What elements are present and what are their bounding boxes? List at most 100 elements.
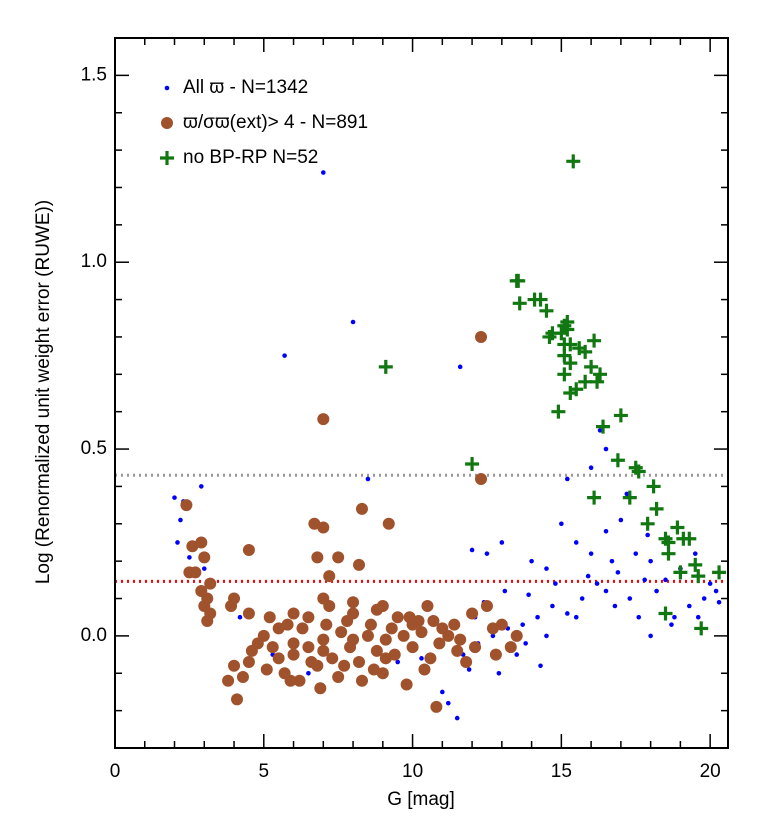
point xyxy=(484,551,490,556)
point xyxy=(594,581,600,586)
point xyxy=(201,566,207,571)
point xyxy=(284,674,297,687)
point xyxy=(451,644,464,657)
point xyxy=(661,535,676,550)
point xyxy=(640,516,655,531)
point xyxy=(364,618,377,631)
point xyxy=(448,618,461,631)
point xyxy=(694,621,709,636)
point xyxy=(480,600,493,612)
point xyxy=(353,656,366,669)
point xyxy=(520,622,525,627)
point xyxy=(593,367,608,382)
point xyxy=(707,581,713,586)
point xyxy=(511,273,526,288)
point xyxy=(504,641,517,654)
point xyxy=(597,428,603,433)
y-tick-label: 0.0 xyxy=(81,625,107,646)
point xyxy=(433,637,446,650)
point xyxy=(672,614,677,620)
point xyxy=(287,637,300,650)
point xyxy=(260,663,273,676)
point xyxy=(691,569,706,584)
point xyxy=(355,502,368,515)
point xyxy=(457,364,463,370)
point xyxy=(526,592,531,598)
point xyxy=(282,353,287,358)
point xyxy=(688,557,703,572)
point xyxy=(588,551,594,556)
x-tick-label: 5 xyxy=(258,761,269,782)
point xyxy=(535,614,540,620)
y-tick-label: 0.5 xyxy=(81,438,107,459)
point xyxy=(587,333,602,348)
point xyxy=(603,528,609,534)
point xyxy=(489,648,502,661)
point xyxy=(391,611,404,624)
point xyxy=(603,588,609,594)
point xyxy=(385,622,398,635)
point xyxy=(287,607,300,620)
point xyxy=(323,570,336,583)
point xyxy=(615,570,621,575)
point xyxy=(198,484,204,489)
point xyxy=(314,682,327,695)
point xyxy=(649,501,664,516)
point xyxy=(529,558,534,564)
point xyxy=(332,551,345,564)
point xyxy=(427,614,440,627)
point xyxy=(204,577,217,590)
point xyxy=(573,540,579,545)
x-tick-label: 0 xyxy=(110,761,121,782)
point xyxy=(272,622,285,635)
point xyxy=(648,633,653,639)
point xyxy=(573,614,579,620)
point xyxy=(538,663,543,669)
point xyxy=(475,330,488,343)
point xyxy=(658,606,673,621)
point xyxy=(469,641,482,654)
point xyxy=(440,689,445,695)
point xyxy=(236,671,249,683)
legend-label: no BP-RP N=52 xyxy=(183,147,318,168)
point xyxy=(178,517,183,523)
point xyxy=(551,404,566,419)
point xyxy=(175,540,180,545)
point xyxy=(692,551,698,556)
point xyxy=(466,667,472,672)
x-tick-label: 15 xyxy=(551,761,572,782)
point xyxy=(475,472,488,485)
point xyxy=(712,565,727,580)
point xyxy=(642,577,647,583)
point xyxy=(499,540,505,545)
point xyxy=(338,659,351,672)
point xyxy=(533,292,548,307)
point xyxy=(610,453,625,468)
point xyxy=(603,446,609,452)
point xyxy=(442,629,455,642)
point xyxy=(257,629,270,642)
point xyxy=(613,408,628,423)
point xyxy=(382,517,395,530)
point xyxy=(648,558,653,564)
legend-label: ϖ/σϖ(ext)> 4 - N=891 xyxy=(183,112,368,133)
legend-marker xyxy=(161,117,173,129)
point xyxy=(347,596,360,609)
point xyxy=(180,499,193,512)
point xyxy=(395,659,400,665)
point xyxy=(424,652,437,665)
point xyxy=(673,565,688,580)
point xyxy=(565,611,570,616)
point xyxy=(266,641,279,654)
point xyxy=(347,633,360,646)
point xyxy=(302,641,315,654)
point xyxy=(654,588,659,594)
y-axis-label: Log (Renormalized unit weight error (RUW… xyxy=(33,200,54,584)
point xyxy=(445,700,451,706)
point xyxy=(713,588,719,594)
point xyxy=(670,520,685,535)
point xyxy=(469,547,475,553)
point xyxy=(231,693,244,706)
x-tick-label: 10 xyxy=(402,761,423,782)
